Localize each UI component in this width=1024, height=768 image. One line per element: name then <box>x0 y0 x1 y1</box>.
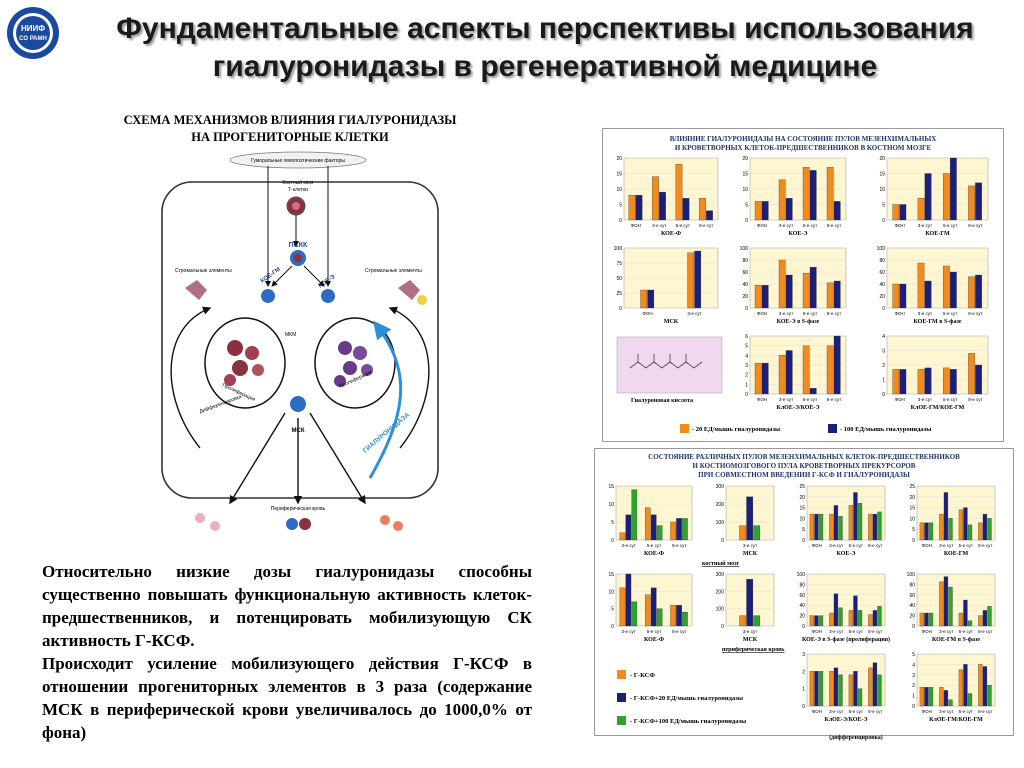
logo-line1: НИИФ <box>21 24 45 33</box>
panel1-title-line2: И КРОВЕТВОРНЫХ КЛЕТОК-ПРЕДШЕСТВЕННИКОВ В… <box>674 144 932 152</box>
panel2-title: СОСТОЯНИЕ РАЗЛИЧНЫХ ПУЛОВ МЕЗЕНХИМАЛЬНЫХ… <box>595 453 1013 480</box>
gm-colony-ring <box>204 317 286 409</box>
scheme-title-line2: НА ПРОГЕНИТОРНЫЕ КЛЕТКИ <box>191 130 389 144</box>
panel-gcsf-combined: СОСТОЯНИЕ РАЗЛИЧНЫХ ПУЛОВ МЕЗЕНХИМАЛЬНЫХ… <box>594 448 1014 736</box>
tcells-label: Т-клетки <box>288 187 308 193</box>
e-colony-ring <box>314 317 396 409</box>
stromal-cell-right <box>398 280 420 300</box>
stromal-cell-left <box>185 280 207 300</box>
e-colony-cells <box>334 341 373 387</box>
panel2-title-line3: ПРИ СОВМЕСТНОМ ВВЕДЕНИИ Г-КСФ И ГИАЛУРОН… <box>698 471 910 479</box>
koe-gm-cell <box>259 287 277 305</box>
pskk-label: ПСКК <box>289 242 308 249</box>
humoral-label: Гуморальные гемопоэтические факторы <box>251 158 345 164</box>
institute-logo-icon: НИИФ СО РАМН <box>7 7 59 59</box>
msk-cell <box>288 394 308 414</box>
panel2-title-line2: И КОСТНОМОЗГОВОГО ПУЛА КРОВЕТВОРНЫХ ПРЕК… <box>692 462 916 470</box>
page-title: Фундаментальные аспекты перспективы испо… <box>70 10 1020 86</box>
mkm-label: МКМ <box>285 332 296 338</box>
peripheral-label: Периферическая кровь <box>271 506 326 512</box>
scheme-title: СХЕМА МЕХАНИЗМОВ ВЛИЯНИЯ ГИАЛУРОНИДАЗЫ Н… <box>80 112 500 146</box>
marrow-label: Костный мозг <box>282 179 313 186</box>
mechanism-diagram: Гуморальные гемопоэтические факторы Кост… <box>161 151 439 531</box>
panel1-title-line1: ВЛИЯНИЕ ГИАЛУРОНИДАЗЫ НА СОСТОЯНИЕ ПУЛОВ… <box>669 135 937 143</box>
peripheral-cells <box>195 513 403 531</box>
title-line2: гиалуронидазы в регенеративной медицине <box>212 50 878 83</box>
hyaluronidase-arrow <box>368 320 403 479</box>
fat-cells <box>417 295 427 305</box>
main-text-para2: Происходит усиление мобилизующего действ… <box>42 654 532 742</box>
title-line1: Фундаментальные аспекты перспективы испо… <box>116 12 974 45</box>
logo-line2: СО РАМН <box>19 36 47 42</box>
stromal-left-label: Стромальные элементы <box>175 268 232 274</box>
scheme-title-line1: СХЕМА МЕХАНИЗМОВ ВЛИЯНИЯ ГИАЛУРОНИДАЗЫ <box>123 113 457 127</box>
koe-e-cell <box>319 287 337 305</box>
differentiation-label: Дифференцировка <box>199 394 243 415</box>
panel-marrow-effects: ВЛИЯНИЕ ГИАЛУРОНИДАЗЫ НА СОСТОЯНИЕ ПУЛОВ… <box>602 128 1004 442</box>
organism-border <box>161 181 439 499</box>
humoral-factors-oval <box>229 151 367 169</box>
gm-colony-cells <box>224 340 264 386</box>
koe-gm-label: КОЕ-ГМ <box>260 267 282 285</box>
panel2-title-line1: СОСТОЯНИЕ РАЗЛИЧНЫХ ПУЛОВ МЕЗЕНХИМАЛЬНЫХ… <box>648 453 960 461</box>
stromal-right-label: Стромальные элементы <box>365 268 422 274</box>
panel1-title: ВЛИЯНИЕ ГИАЛУРОНИДАЗЫ НА СОСТОЯНИЕ ПУЛОВ… <box>603 135 1003 153</box>
main-text: Относительно низкие дозы гиалуронидазы с… <box>42 560 532 744</box>
main-text-para1: Относительно низкие дозы гиалуронидазы с… <box>42 562 532 650</box>
